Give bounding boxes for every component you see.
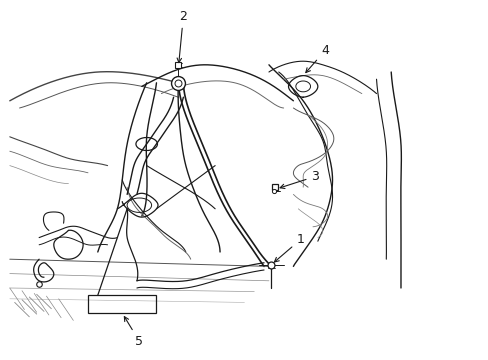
Bar [88,295,156,313]
Text: 4: 4 [305,44,328,73]
Text: 3: 3 [280,170,319,189]
Text: 1: 1 [274,233,304,262]
Text: 2: 2 [177,10,187,63]
Text: 5: 5 [124,317,143,348]
